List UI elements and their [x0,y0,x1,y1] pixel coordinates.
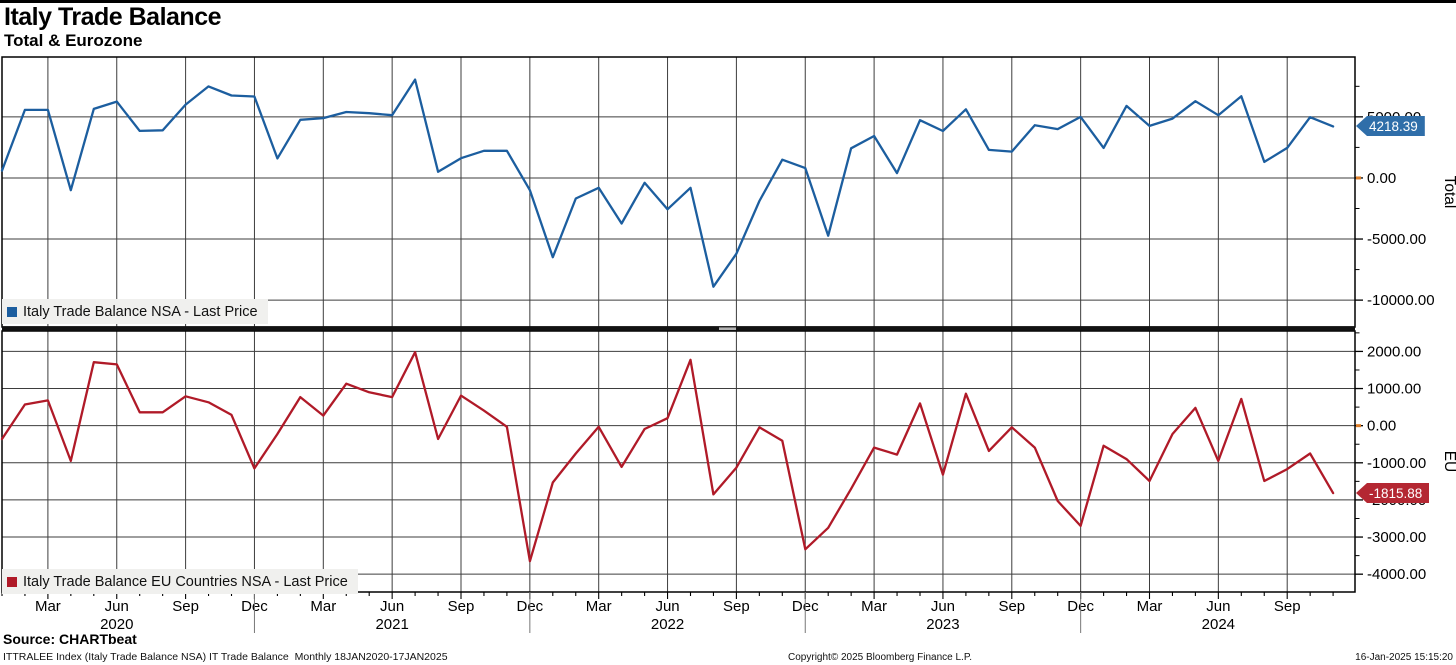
x-tick-label: Sep [172,598,199,615]
source-label: Source: CHARTbeat [3,631,137,647]
zero-marker [1356,176,1361,180]
y-tick-label: 0.00 [1367,418,1396,435]
eu-price-tag[interactable]: -1815.88 [1356,483,1430,503]
x-tick-label: Sep [1274,598,1301,615]
chart-canvas: 5000.000.00-5000.00-10000.00Total2000.00… [0,56,1456,633]
panel-border [1,56,1356,328]
total-price-tag[interactable]: 4218.39 [1356,116,1425,136]
series-total-line [0,78,1335,288]
timestamp: 16-Jan-2025 15:15:20 [1355,652,1453,663]
x-tick-label: Mar [861,598,887,615]
legend-total[interactable]: Italy Trade Balance NSA - Last Price [2,299,268,324]
y-tick-label: 0.00 [1367,170,1396,187]
y-tick-label: -4000.00 [1367,566,1426,583]
panel-divider-handle[interactable] [719,327,736,330]
y-tick-label: 2000.00 [1367,343,1421,360]
year-label: 2020 [100,616,133,633]
x-tick-label: Mar [586,598,612,615]
x-tick-label: Mar [310,598,336,615]
year-label: 2021 [375,616,408,633]
x-tick-label: Sep [998,598,1025,615]
y-tick-label: -1000.00 [1367,455,1426,472]
page-title: Italy Trade Balance [4,3,222,31]
legend-eu[interactable]: Italy Trade Balance EU Countries NSA - L… [2,569,358,594]
index-description: ITTRALEE Index (Italy Trade Balance NSA)… [3,651,448,663]
legend-eu-swatch [7,576,17,587]
page-subtitle: Total & Eurozone [4,31,143,50]
year-label: 2024 [1202,616,1235,633]
y-tick-label: -10000.00 [1367,292,1435,309]
year-label: 2022 [651,616,684,633]
window-top-border [0,0,1456,3]
x-tick-label: Jun [105,598,129,615]
y-axis-title: EU [1441,451,1456,473]
x-tick-label: Sep [723,598,750,615]
y-tick-label: -5000.00 [1367,231,1426,248]
series-eu-line [0,351,1335,563]
total-last-price: 4218.39 [1369,118,1418,134]
title-block: Italy Trade Balance Total & Eurozone [4,3,222,50]
x-tick-label: Sep [448,598,475,615]
year-label: 2023 [926,616,959,633]
legend-total-label: Italy Trade Balance NSA - Last Price [23,303,258,320]
zero-marker [1356,424,1361,428]
y-axis-title: Total [1441,176,1456,209]
legend-total-swatch [7,306,17,317]
copyright-notice: Copyright© 2025 Bloomberg Finance L.P. [788,652,972,663]
panel-border [1,330,1356,593]
x-tick-label: Jun [1206,598,1230,615]
y-tick-label: 1000.00 [1367,381,1421,398]
x-tick-label: Jun [380,598,404,615]
panel-divider [2,326,1355,331]
x-tick-label: Mar [35,598,61,615]
x-tick-label: Mar [1137,598,1163,615]
y-tick-label: -3000.00 [1367,529,1426,546]
x-tick-label: Jun [655,598,679,615]
eu-last-price: -1815.88 [1369,485,1423,501]
legend-eu-label: Italy Trade Balance EU Countries NSA - L… [23,573,348,590]
x-tick-label: Jun [931,598,955,615]
